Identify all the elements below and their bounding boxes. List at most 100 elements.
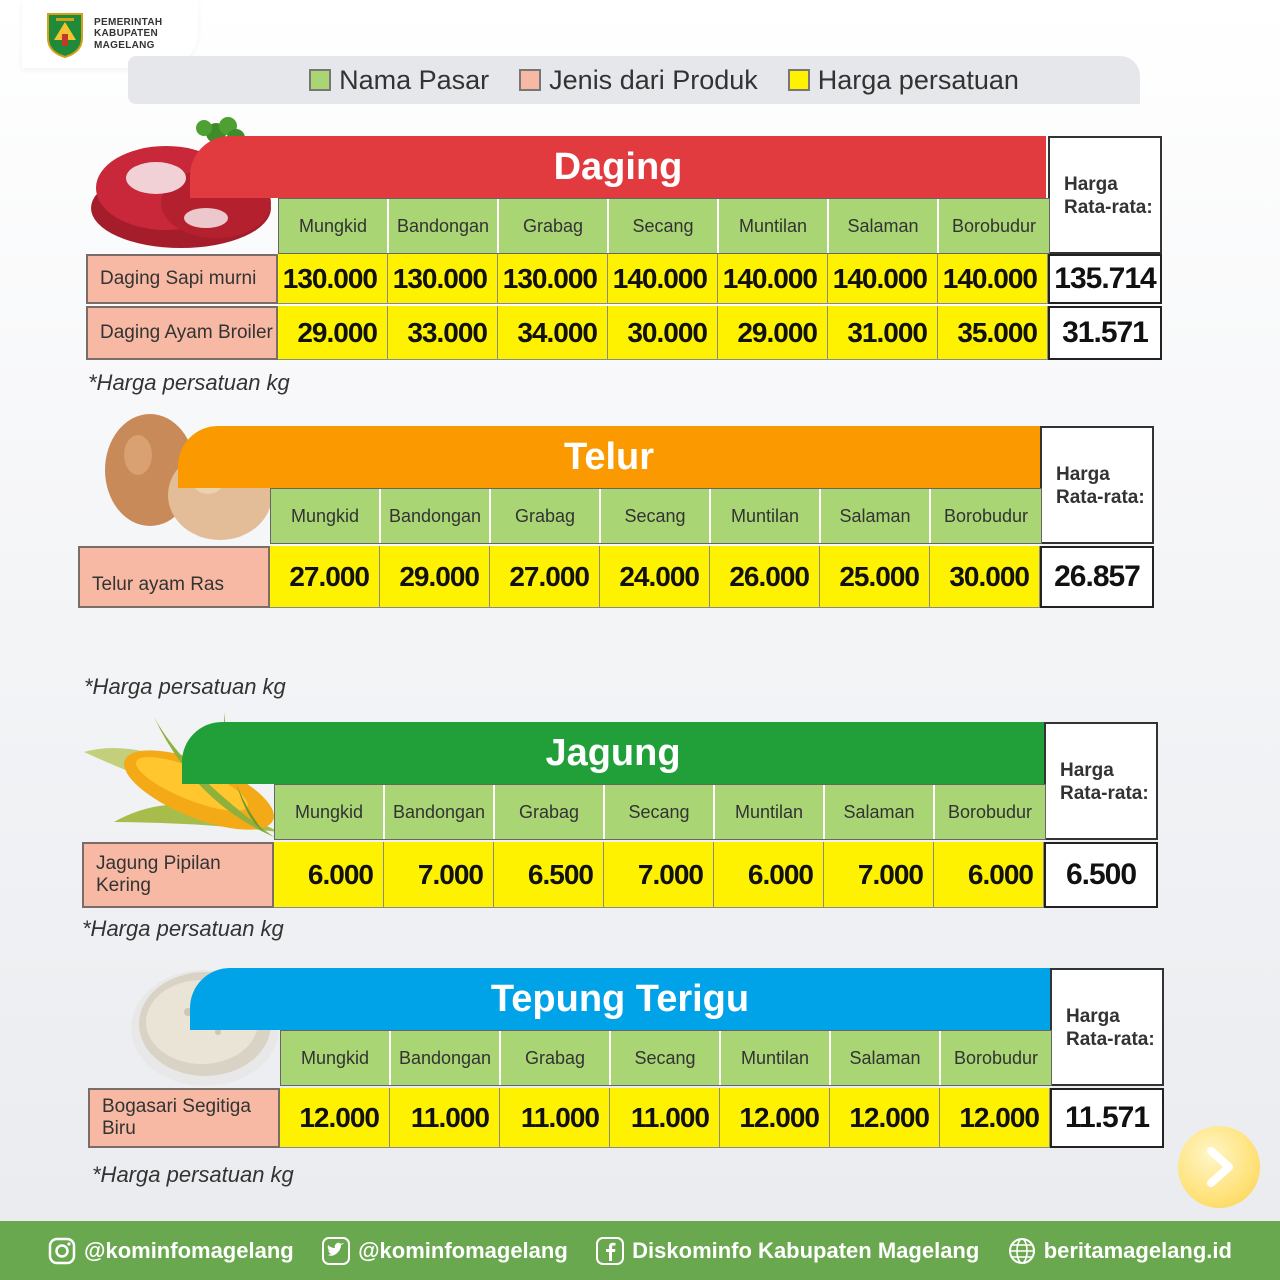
footer-website[interactable]: beritamagelang.id [1008,1237,1232,1265]
legend-label-price: Harga persatuan [817,64,1019,95]
telur-avg-header: Harga Rata-rata: [1040,426,1154,544]
average-price: 26.857 [1040,546,1154,608]
globe-icon [1008,1237,1036,1265]
footer-bar: @kominfomagelang @kominfomagelang Diskom… [0,1221,1280,1280]
org-line-2: KABUPATEN [94,28,158,40]
price-cell: 24.000 [600,546,710,608]
legend-item-product: Jenis dari Produk [519,65,758,96]
product-label: Daging Ayam Broiler [86,306,278,360]
price-cell: 11.000 [500,1088,610,1148]
market-header: Bandongan [391,1031,501,1085]
market-header: Grabag [501,1031,611,1085]
product-label: Telur ayam Ras [78,546,270,608]
org-name: PEMERINTAH KABUPATEN MAGELANG [94,17,162,52]
price-cell: 29.000 [278,306,388,360]
price-cell: 6.500 [494,842,604,908]
market-header: Secang [601,489,711,543]
market-header: Salaman [831,1031,941,1085]
jagung-market-row: Mungkid Bandongan Grabag Secang Muntilan… [274,784,1046,840]
price-cell: 27.000 [270,546,380,608]
market-header: Muntilan [715,785,825,839]
jagung-avg-header: Harga Rata-rata: [1044,722,1158,840]
table-row: Daging Sapi murni 130.000 130.000 130.00… [86,254,1162,304]
market-header: Salaman [825,785,935,839]
jagung-banner: Jagung [182,722,1044,784]
avg-header-line1: Harga [1066,1006,1120,1027]
price-cell: 35.000 [938,306,1048,360]
market-header: Bandongan [381,489,491,543]
market-header: Borobudur [935,785,1045,839]
price-cell: 140.000 [828,254,938,304]
price-cell: 30.000 [608,306,718,360]
telur-note: *Harga persatuan kg [84,674,286,699]
price-cell: 30.000 [930,546,1040,608]
jagung-title: Jagung [545,731,681,774]
price-cell: 7.000 [384,842,494,908]
table-row: Daging Ayam Broiler 29.000 33.000 34.000… [86,306,1162,360]
tepung-title: Tepung Terigu [490,977,750,1020]
market-header: Salaman [821,489,931,543]
avg-header-line1: Harga [1056,464,1110,485]
average-price: 135.714 [1048,254,1162,304]
table-row: Bogasari Segitiga Biru 12.000 11.000 11.… [88,1088,1164,1148]
market-header: Secang [605,785,715,839]
price-cell: 12.000 [940,1088,1050,1148]
daging-banner: Daging [190,136,1046,198]
telur-market-row: Mungkid Bandongan Grabag Secang Muntilan… [270,488,1042,544]
legend-swatch-pink [519,69,542,91]
avg-header-line2: Rata-rata: [1066,1028,1155,1050]
price-cell: 31.000 [828,306,938,360]
price-cell: 12.000 [830,1088,940,1148]
price-cell: 6.000 [934,842,1044,908]
market-header: Mungkid [271,489,381,543]
org-line-1: PEMERINTAH [94,16,163,28]
price-cell: 7.000 [824,842,934,908]
market-header: Muntilan [719,199,829,253]
tepung-note: *Harga persatuan kg [92,1162,294,1187]
price-cell: 7.000 [604,842,714,908]
market-header: Mungkid [275,785,385,839]
logo-shield-icon [46,10,84,59]
next-button[interactable] [1178,1126,1260,1208]
price-cell: 12.000 [720,1088,830,1148]
average-price: 31.571 [1048,306,1162,360]
facebook-icon [596,1236,625,1265]
market-header: Muntilan [711,489,821,543]
market-header: Grabag [491,489,601,543]
price-cell: 11.000 [390,1088,500,1148]
daging-avg-header: Harga Rata-rata: [1048,136,1162,254]
tepung-market-row: Mungkid Bandongan Grabag Secang Muntilan… [280,1030,1052,1086]
price-cell: 140.000 [608,254,718,304]
price-cell: 34.000 [498,306,608,360]
market-header: Borobudur [939,199,1049,253]
market-header: Secang [609,199,719,253]
legend-item-price: Harga persatuan [787,64,1019,96]
legend-swatch-yellow [787,69,810,91]
price-cell: 130.000 [278,254,388,304]
average-price: 11.571 [1050,1088,1164,1148]
website-url: beritamagelang.id [1043,1237,1232,1263]
price-cell: 6.000 [714,842,824,908]
price-cell: 33.000 [388,306,498,360]
daging-market-row: Mungkid Bandongan Grabag Secang Muntilan… [278,198,1050,254]
market-header: Secang [611,1031,721,1085]
jagung-note: *Harga persatuan kg [82,916,284,941]
price-cell: 130.000 [498,254,608,304]
price-cell: 140.000 [718,254,828,304]
table-row: Jagung Pipilan Kering 6.000 7.000 6.500 … [82,842,1158,908]
tepung-avg-header: Harga Rata-rata: [1050,968,1164,1086]
footer-instagram[interactable]: @kominfomagelang [48,1237,294,1265]
price-cell: 140.000 [938,254,1048,304]
instagram-handle: @kominfomagelang [84,1237,294,1263]
market-header: Muntilan [721,1031,831,1085]
twitter-icon [322,1236,351,1265]
price-cell: 6.000 [274,842,384,908]
footer-twitter[interactable]: @kominfomagelang [322,1236,568,1265]
avg-header-line2: Rata-rata: [1060,782,1149,804]
footer-facebook[interactable]: Diskominfo Kabupaten Magelang [596,1236,979,1265]
market-header: Borobudur [931,489,1041,543]
legend-label-market: Nama Pasar [339,64,490,95]
telur-banner: Telur [178,426,1040,488]
logo-block: PEMERINTAH KABUPATEN MAGELANG [22,0,198,68]
price-cell: 11.000 [610,1088,720,1148]
